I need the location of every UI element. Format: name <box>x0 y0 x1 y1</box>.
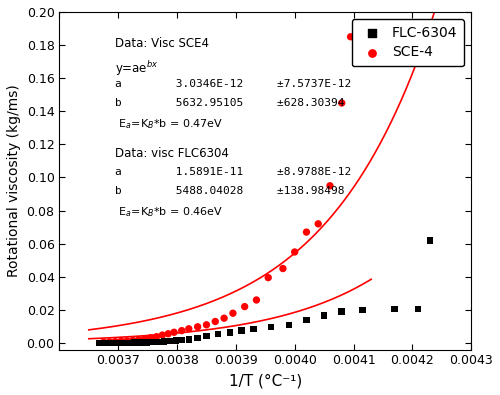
FLC-6304 <box>238 327 246 333</box>
FLC-6304 <box>285 322 293 328</box>
SCE-4 <box>146 335 154 341</box>
FLC-6304 <box>320 312 328 319</box>
FLC-6304 <box>426 237 434 244</box>
SCE-4 <box>117 338 125 344</box>
SCE-4 <box>279 265 287 272</box>
FLC-6304 <box>250 326 258 332</box>
SCE-4 <box>314 221 322 227</box>
FLC-6304 <box>185 336 193 342</box>
Text: Data: Visc SCE4: Data: Visc SCE4 <box>115 37 209 50</box>
SCE-4 <box>229 310 237 316</box>
Y-axis label: Rotational viscosity (kg/ms): Rotational viscosity (kg/ms) <box>7 85 21 277</box>
Text: b        5632.95105     ±628.30394: b 5632.95105 ±628.30394 <box>115 98 344 108</box>
FLC-6304 <box>202 333 210 339</box>
FLC-6304 <box>148 339 156 345</box>
Text: a        1.5891E-11     ±8.9788E-12: a 1.5891E-11 ±8.9788E-12 <box>115 167 351 177</box>
Text: E$_a$=K$_B$*b = 0.46eV: E$_a$=K$_B$*b = 0.46eV <box>115 205 223 219</box>
FLC-6304 <box>101 340 109 346</box>
Text: E$_a$=K$_B$*b = 0.47eV: E$_a$=K$_B$*b = 0.47eV <box>115 117 223 131</box>
SCE-4 <box>135 337 143 343</box>
FLC-6304 <box>267 324 275 330</box>
FLC-6304 <box>107 340 115 346</box>
FLC-6304 <box>226 329 234 335</box>
FLC-6304 <box>142 339 150 346</box>
SCE-4 <box>112 339 120 345</box>
SCE-4 <box>164 331 172 337</box>
SCE-4 <box>356 29 364 35</box>
SCE-4 <box>338 100 346 106</box>
FLC-6304 <box>130 340 138 346</box>
FLC-6304 <box>160 339 168 345</box>
SCE-4 <box>290 249 298 255</box>
FLC-6304 <box>125 340 133 346</box>
SCE-4 <box>152 333 160 340</box>
FLC-6304 <box>358 307 366 313</box>
FLC-6304 <box>172 338 180 344</box>
FLC-6304 <box>178 337 186 343</box>
SCE-4 <box>212 318 220 325</box>
FLC-6304 <box>136 339 144 346</box>
SCE-4 <box>346 34 354 40</box>
FLC-6304 <box>166 338 174 344</box>
FLC-6304 <box>338 308 346 315</box>
FLC-6304 <box>302 317 310 323</box>
Text: y=ae$^{bx}$: y=ae$^{bx}$ <box>115 59 158 78</box>
SCE-4 <box>220 315 228 322</box>
Text: b        5488.04028     ±138.98498: b 5488.04028 ±138.98498 <box>115 186 344 196</box>
SCE-4 <box>140 336 148 342</box>
SCE-4 <box>100 339 108 345</box>
SCE-4 <box>202 322 210 328</box>
SCE-4 <box>106 339 114 345</box>
SCE-4 <box>252 297 260 303</box>
FLC-6304 <box>390 306 398 312</box>
SCE-4 <box>194 324 202 330</box>
FLC-6304 <box>96 340 104 346</box>
SCE-4 <box>185 325 193 332</box>
FLC-6304 <box>154 339 162 345</box>
X-axis label: 1/T (°C⁻¹): 1/T (°C⁻¹) <box>228 373 302 388</box>
Text: Data: visc FLC6304: Data: visc FLC6304 <box>115 147 229 160</box>
FLC-6304 <box>113 340 121 346</box>
SCE-4 <box>264 275 272 281</box>
SCE-4 <box>158 332 166 338</box>
FLC-6304 <box>214 331 222 337</box>
SCE-4 <box>129 337 137 344</box>
SCE-4 <box>302 229 310 235</box>
Legend: FLC-6304, SCE-4: FLC-6304, SCE-4 <box>352 19 464 66</box>
SCE-4 <box>170 329 178 335</box>
FLC-6304 <box>414 306 422 312</box>
FLC-6304 <box>194 335 202 341</box>
Text: a        3.0346E-12     ±7.5737E-12: a 3.0346E-12 ±7.5737E-12 <box>115 79 351 90</box>
FLC-6304 <box>119 340 127 346</box>
SCE-4 <box>240 303 248 310</box>
SCE-4 <box>178 327 186 334</box>
SCE-4 <box>123 338 131 344</box>
SCE-4 <box>326 182 334 189</box>
